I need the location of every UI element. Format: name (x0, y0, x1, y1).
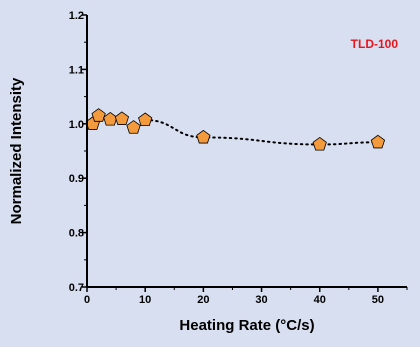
x-tick-label: 40 (314, 294, 326, 306)
data-points-layer (85, 108, 386, 151)
y-tick-label: 0.7 (69, 282, 84, 294)
data-point (196, 129, 211, 144)
data-point (126, 120, 141, 134)
y-tick-label: 1.2 (69, 10, 84, 22)
y-tick-label: 1.0 (69, 119, 84, 131)
x-tick-label: 20 (197, 294, 209, 306)
trend-line-layer (144, 118, 379, 146)
chart-annotation: TLD-100 (351, 37, 399, 51)
y-axis-title: Normalized Intensity (8, 77, 25, 224)
x-tick-label: 30 (255, 294, 267, 306)
x-tick-label: 10 (139, 294, 151, 306)
x-axis-title: Heating Rate (°C/s) (179, 317, 314, 334)
data-point (138, 112, 153, 127)
data-point (114, 111, 130, 125)
plot-area (87, 15, 407, 287)
x-tick-label: 0 (84, 294, 90, 306)
y-tick-label: 0.9 (69, 173, 84, 185)
y-tick-label: 0.8 (69, 228, 84, 240)
trend-line (144, 118, 379, 146)
y-tick-label: 1.1 (69, 64, 84, 76)
ticks-layer: 0.7 0.8 0.9 1.0 1.1 1.2 0 10 20 30 40 50 (69, 10, 408, 306)
data-point (312, 136, 327, 151)
x-tick-label: 50 (372, 294, 384, 306)
data-point (91, 108, 106, 122)
data-point (370, 134, 386, 149)
